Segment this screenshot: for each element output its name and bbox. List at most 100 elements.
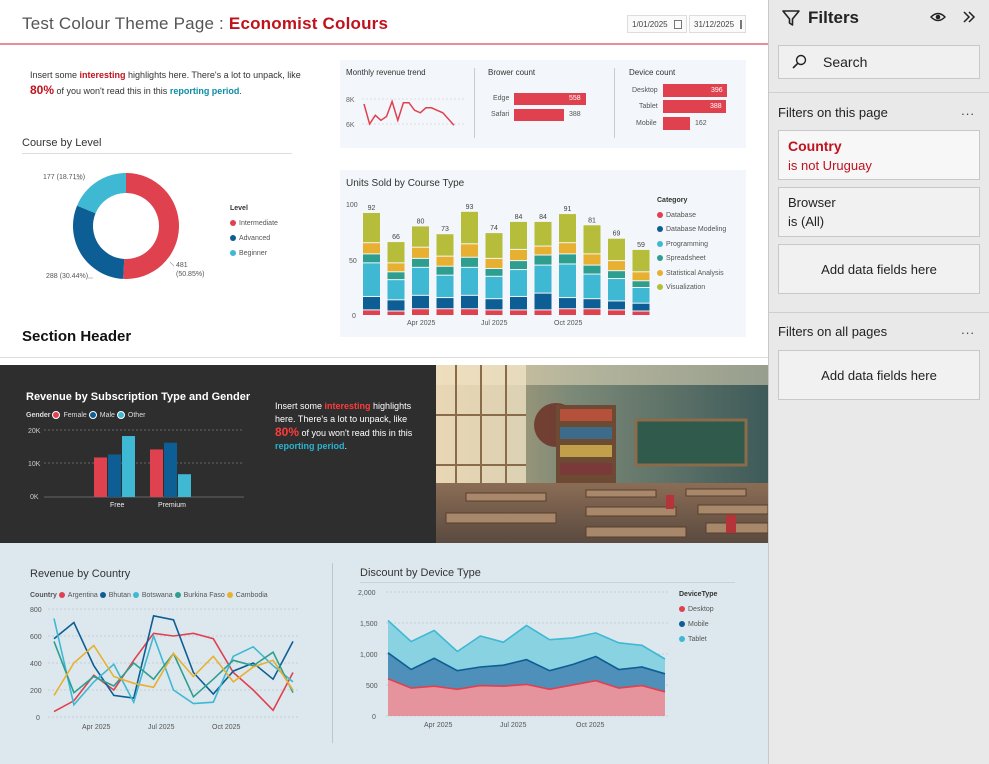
units-bar-segment[interactable] [632, 303, 650, 311]
units-bar-segment[interactable] [387, 242, 405, 263]
units-bar-segment[interactable] [534, 246, 552, 255]
units-bar-segment[interactable] [412, 295, 429, 309]
country-series-line[interactable] [53, 632, 294, 713]
filter-search-box[interactable]: Search [778, 45, 980, 79]
subscription-bar[interactable] [94, 457, 107, 497]
browser-bar-edge[interactable] [514, 93, 586, 105]
units-bar-segment[interactable] [436, 309, 454, 315]
revenue-trend-chart[interactable]: 8K 6K [340, 80, 470, 142]
units-bar-segment[interactable] [363, 263, 380, 296]
units-bar-segment[interactable] [510, 270, 527, 296]
units-bar-segment[interactable] [632, 311, 650, 315]
discount-area-mobile[interactable] [388, 652, 665, 692]
units-bar-segment[interactable] [632, 288, 650, 303]
units-bar-segment[interactable] [412, 247, 429, 258]
browser-bar-safari[interactable] [514, 109, 564, 121]
units-bar-segment[interactable] [412, 309, 429, 315]
units-bar-segment[interactable] [583, 299, 601, 309]
more-options-icon[interactable]: ... [961, 322, 975, 337]
country-chart[interactable]: 800 600 400 200 0 Apr 2025 Jul 2025 Oct … [0, 598, 310, 738]
donut-legend-item[interactable]: Intermediate [230, 216, 278, 231]
units-bar-segment[interactable] [412, 267, 429, 295]
donut-legend-item[interactable]: Beginner [230, 246, 278, 261]
units-bar-segment[interactable] [559, 214, 576, 243]
country-series-line[interactable] [53, 614, 294, 699]
units-bar-segment[interactable] [608, 261, 625, 271]
units-bar-segment[interactable] [583, 254, 601, 265]
units-bar-segment[interactable] [363, 212, 380, 243]
subscription-bar[interactable] [150, 449, 163, 497]
units-bar-segment[interactable] [363, 243, 380, 254]
units-bar-segment[interactable] [412, 226, 429, 247]
subscription-bar[interactable] [178, 474, 191, 497]
add-data-fields-page[interactable]: Add data fields here [778, 244, 980, 294]
units-bar-segment[interactable] [608, 301, 625, 310]
units-bar-segment[interactable] [436, 275, 454, 298]
units-bar-segment[interactable] [559, 298, 576, 309]
country-legend-item[interactable]: Cambodia [226, 592, 268, 599]
units-bar-segment[interactable] [436, 298, 454, 309]
units-bar-segment[interactable] [632, 272, 650, 281]
units-bar-segment[interactable] [436, 266, 454, 275]
units-sold-chart[interactable]: 100 50 0 92 66 80 73 93 74 84 84 91 81 69 59 Apr 20… [340, 170, 746, 337]
subscription-legend-item[interactable]: Other [116, 411, 145, 419]
units-bar-segment[interactable] [534, 293, 552, 310]
units-bar-segment[interactable] [387, 280, 405, 300]
units-bar-segment[interactable] [559, 254, 576, 264]
units-legend-item[interactable]: Spreadsheet [657, 252, 726, 267]
donut-slice-intermediate[interactable] [123, 173, 179, 279]
units-bar-segment[interactable] [387, 300, 405, 311]
units-bar-segment[interactable] [510, 221, 527, 249]
units-bar-segment[interactable] [485, 310, 503, 315]
country-legend-item[interactable]: Botswana [132, 592, 173, 599]
discount-area-tablet[interactable] [388, 620, 665, 674]
date-start-input[interactable]: 1/01/2025 [627, 15, 687, 33]
units-bar-segment[interactable] [510, 249, 527, 261]
units-bar-segment[interactable] [387, 311, 405, 315]
country-series-line[interactable] [53, 618, 294, 707]
date-end-input[interactable]: 31/12/2025 [689, 15, 746, 33]
units-legend-item[interactable]: Statistical Analysis [657, 267, 726, 282]
units-bar-segment[interactable] [583, 309, 601, 315]
units-bar-segment[interactable] [461, 257, 478, 267]
units-bar-segment[interactable] [485, 276, 503, 299]
units-legend-item[interactable]: Database [657, 209, 726, 224]
subscription-chart[interactable]: 20K 10K 0K Free Premium [0, 420, 260, 515]
collapse-pane-icon[interactable] [961, 9, 977, 25]
calendar-icon[interactable] [673, 19, 682, 29]
donut-chart[interactable] [30, 165, 220, 290]
eye-icon[interactable] [929, 9, 947, 25]
units-bar-segment[interactable] [461, 309, 478, 315]
units-bar-segment[interactable] [436, 234, 454, 256]
units-bar-segment[interactable] [583, 274, 601, 299]
units-bar-segment[interactable] [485, 258, 503, 268]
units-bar-segment[interactable] [559, 243, 576, 254]
units-bar-segment[interactable] [461, 211, 478, 244]
units-legend-item[interactable]: Programming [657, 238, 726, 253]
donut-slice-beginner[interactable] [77, 173, 126, 214]
units-bar-segment[interactable] [534, 310, 552, 315]
units-bar-segment[interactable] [534, 255, 552, 265]
units-bar-segment[interactable] [387, 263, 405, 272]
units-bar-segment[interactable] [485, 299, 503, 310]
country-series-line[interactable] [53, 644, 294, 696]
discount-legend-item[interactable]: Tablet [679, 632, 717, 647]
country-legend-item[interactable]: Burkina Faso [174, 592, 225, 599]
donut-slice-advanced[interactable] [72, 205, 125, 279]
discount-area-desktop[interactable] [388, 678, 665, 716]
discount-legend-item[interactable]: Desktop [679, 602, 717, 617]
country-legend-item[interactable]: Bhutan [99, 592, 131, 599]
subscription-bar[interactable] [122, 436, 135, 497]
filter-card-browser[interactable]: Browser is (All) [778, 187, 980, 237]
add-data-fields-all[interactable]: Add data fields here [778, 350, 980, 400]
units-bar-segment[interactable] [363, 296, 380, 310]
subscription-legend-item[interactable]: Male [88, 411, 115, 419]
subscription-bar[interactable] [164, 442, 177, 497]
more-options-icon[interactable]: ... [961, 103, 975, 118]
units-bar-segment[interactable] [632, 249, 650, 272]
units-bar-segment[interactable] [436, 256, 454, 266]
calendar-icon[interactable] [740, 19, 743, 29]
units-bar-segment[interactable] [485, 268, 503, 276]
units-bar-segment[interactable] [363, 254, 380, 263]
units-bar-segment[interactable] [559, 264, 576, 298]
